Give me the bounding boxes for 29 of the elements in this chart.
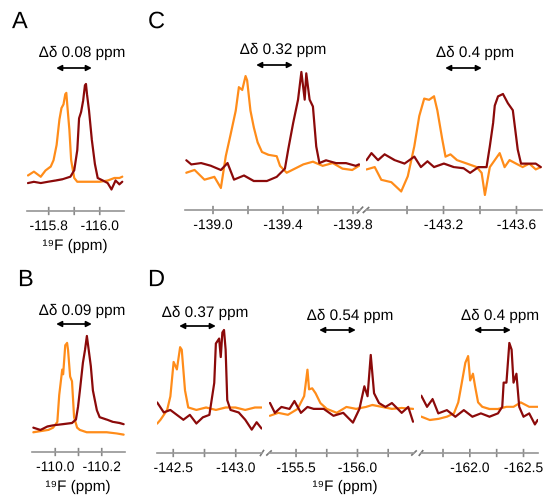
text: Δδ 0.54 ppm: [307, 308, 392, 324]
x-tick-label: -116.0: [81, 220, 118, 230]
x-tick-label: -110.0: [36, 461, 74, 472]
chart-title: C: [149, 12, 164, 28]
x-tick-label: -143.6: [497, 219, 536, 230]
text: Δδ 0.32 ppm: [240, 42, 326, 58]
x-tick-label: -139.0: [194, 219, 232, 230]
x-tick-label: -143.2: [424, 219, 463, 230]
chart-title: B: [20, 270, 32, 286]
x-axis-title: ¹⁹F (ppm): [46, 480, 110, 494]
x-tick-label: -142.5: [154, 462, 192, 472]
x-axis-title: ¹⁹F (ppm): [43, 238, 107, 254]
x-axis-title: ¹⁹F (ppm): [313, 480, 377, 494]
x-tick-label: -162.0: [450, 462, 489, 472]
text: Δδ 0.4 ppm: [461, 308, 538, 324]
x-tick-label: -162.5: [504, 462, 543, 472]
x-tick-label: -115.8: [30, 220, 68, 230]
text: Δδ 0.4 ppm: [436, 46, 514, 60]
x-tick-label: -139.8: [334, 219, 372, 230]
x-tick-label: -143.0: [216, 462, 255, 472]
x-tick-label: -155.5: [276, 462, 316, 472]
text: Δδ 0.09 ppm: [39, 304, 124, 318]
x-tick-label: -156.0: [338, 462, 377, 472]
x-tick-label: -110.2: [83, 461, 120, 472]
x-tick-label: -139.4: [264, 219, 302, 230]
chart-title: D: [150, 270, 164, 286]
text: Δδ 0.37 ppm: [162, 306, 248, 320]
text: Δδ 0.08 ppm: [39, 46, 124, 60]
chart-title: A: [12, 12, 28, 28]
